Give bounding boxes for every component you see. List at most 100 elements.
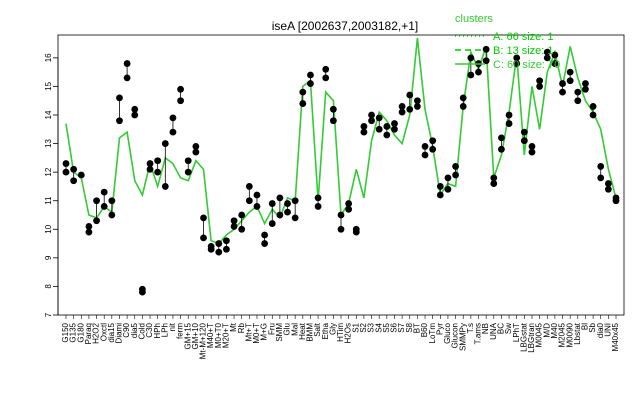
- data-point: [299, 100, 307, 107]
- x-tick-label: S3: [367, 322, 376, 332]
- data-point: [589, 103, 597, 110]
- data-point: [536, 77, 544, 85]
- data-point: [100, 188, 108, 196]
- data-point: [604, 185, 612, 193]
- data-point: [116, 117, 123, 125]
- data-point: [528, 143, 536, 150]
- data-point: [62, 160, 70, 167]
- data-point: [383, 123, 391, 130]
- x-tick-label: dia15: [107, 322, 116, 342]
- data-point: [383, 131, 391, 139]
- x-tick-label: Salt: [313, 322, 322, 337]
- data-point: [329, 105, 337, 113]
- legend-label: A: 66 size: 1: [493, 31, 554, 43]
- data-point: [482, 45, 490, 53]
- y-axis: 7 8 9 10 11 12 13 14 15 16: [44, 53, 59, 317]
- data-point: [253, 191, 261, 199]
- y-tick-label: 11: [44, 196, 53, 205]
- x-tick-label: Gluco: [443, 322, 452, 343]
- x-tick-label: T.s: [466, 323, 475, 333]
- y-tick-label: 9: [44, 255, 53, 260]
- data-point: [337, 211, 345, 219]
- x-tick-label: SMM: [275, 323, 284, 342]
- y-tick-label: 8: [44, 284, 53, 289]
- x-tick-label: LPhT: [512, 323, 521, 342]
- x-tick-label: BC: [497, 323, 506, 334]
- data-point: [413, 97, 421, 105]
- data-point: [413, 103, 421, 110]
- x-tick-label: M40+T: [206, 323, 215, 348]
- x-tick-label: Glu: [283, 323, 292, 335]
- data-point: [566, 68, 574, 76]
- data-point: [299, 88, 307, 96]
- data-point: [505, 111, 513, 119]
- x-tick-label: Sw: [504, 323, 513, 334]
- data-point: [108, 197, 116, 205]
- data-point: [85, 228, 93, 236]
- x-tick-label: G135: [69, 322, 78, 342]
- legend-label: C: 60 size: 70: [493, 59, 560, 71]
- data-point: [543, 48, 551, 56]
- data-point: [207, 245, 215, 253]
- data-point: [528, 148, 536, 156]
- y-tick-label: 10: [44, 224, 53, 233]
- data-point: [223, 237, 230, 245]
- data-point: [154, 168, 162, 176]
- data-point: [70, 165, 78, 173]
- x-tick-label: M0045: [535, 322, 544, 347]
- data-point: [604, 180, 612, 187]
- data-point: [169, 114, 177, 122]
- y-tick-label: 13: [44, 139, 53, 148]
- data-point: [245, 183, 253, 190]
- x-tick-label: Heat: [298, 322, 307, 340]
- data-point: [559, 80, 566, 87]
- data-point: [612, 197, 620, 205]
- data-point: [268, 200, 276, 207]
- data-point: [452, 171, 459, 179]
- data-point: [566, 77, 574, 85]
- data-point: [245, 197, 253, 205]
- x-tick-label: M20+T: [222, 323, 231, 348]
- x-tick-label: NB: [481, 323, 490, 334]
- x-tick-label: Sb: [588, 322, 597, 332]
- data-point: [223, 245, 230, 253]
- data-point: [513, 54, 521, 62]
- data-point: [375, 114, 383, 122]
- data-point: [574, 97, 582, 105]
- data-point: [123, 60, 131, 67]
- data-point: [123, 74, 131, 82]
- x-tick-label: M0+T: [252, 323, 261, 344]
- x-tick-label: H2Os: [344, 323, 353, 343]
- data-point: [154, 157, 162, 165]
- data-point: [498, 145, 505, 153]
- x-tick-label: B60: [420, 322, 429, 337]
- x-tick-label: UNA: [489, 322, 498, 340]
- data-point: [192, 148, 200, 156]
- x-tick-label: Mt: [229, 322, 238, 332]
- data-point: [368, 117, 375, 125]
- x-tick-label: Bl: [581, 323, 590, 330]
- data-point: [505, 120, 513, 127]
- x-tick-label: Paraq: [84, 323, 93, 344]
- data-point: [398, 108, 406, 116]
- x-tick-label: GM+15: [183, 322, 192, 349]
- data-point: [597, 163, 605, 170]
- data-point: [70, 177, 78, 185]
- x-tick-label: S1: [351, 322, 360, 332]
- data-point: [574, 88, 582, 96]
- data-point: [62, 168, 70, 176]
- data-point: [307, 71, 314, 79]
- data-point: [352, 228, 360, 236]
- x-tick-label: LoTm: [428, 323, 437, 344]
- x-tick-label: M0090: [565, 322, 574, 347]
- data-point: [482, 57, 490, 65]
- x-tick-label: Glucon: [451, 323, 460, 348]
- data-point: [268, 220, 276, 227]
- x-tick-label: HPh: [153, 323, 162, 339]
- data-point: [291, 214, 299, 222]
- data-point: [498, 134, 505, 142]
- data-point: [375, 125, 383, 133]
- data-point: [138, 288, 146, 296]
- data-point: [93, 197, 100, 205]
- x-tick-label: M2045: [558, 322, 567, 347]
